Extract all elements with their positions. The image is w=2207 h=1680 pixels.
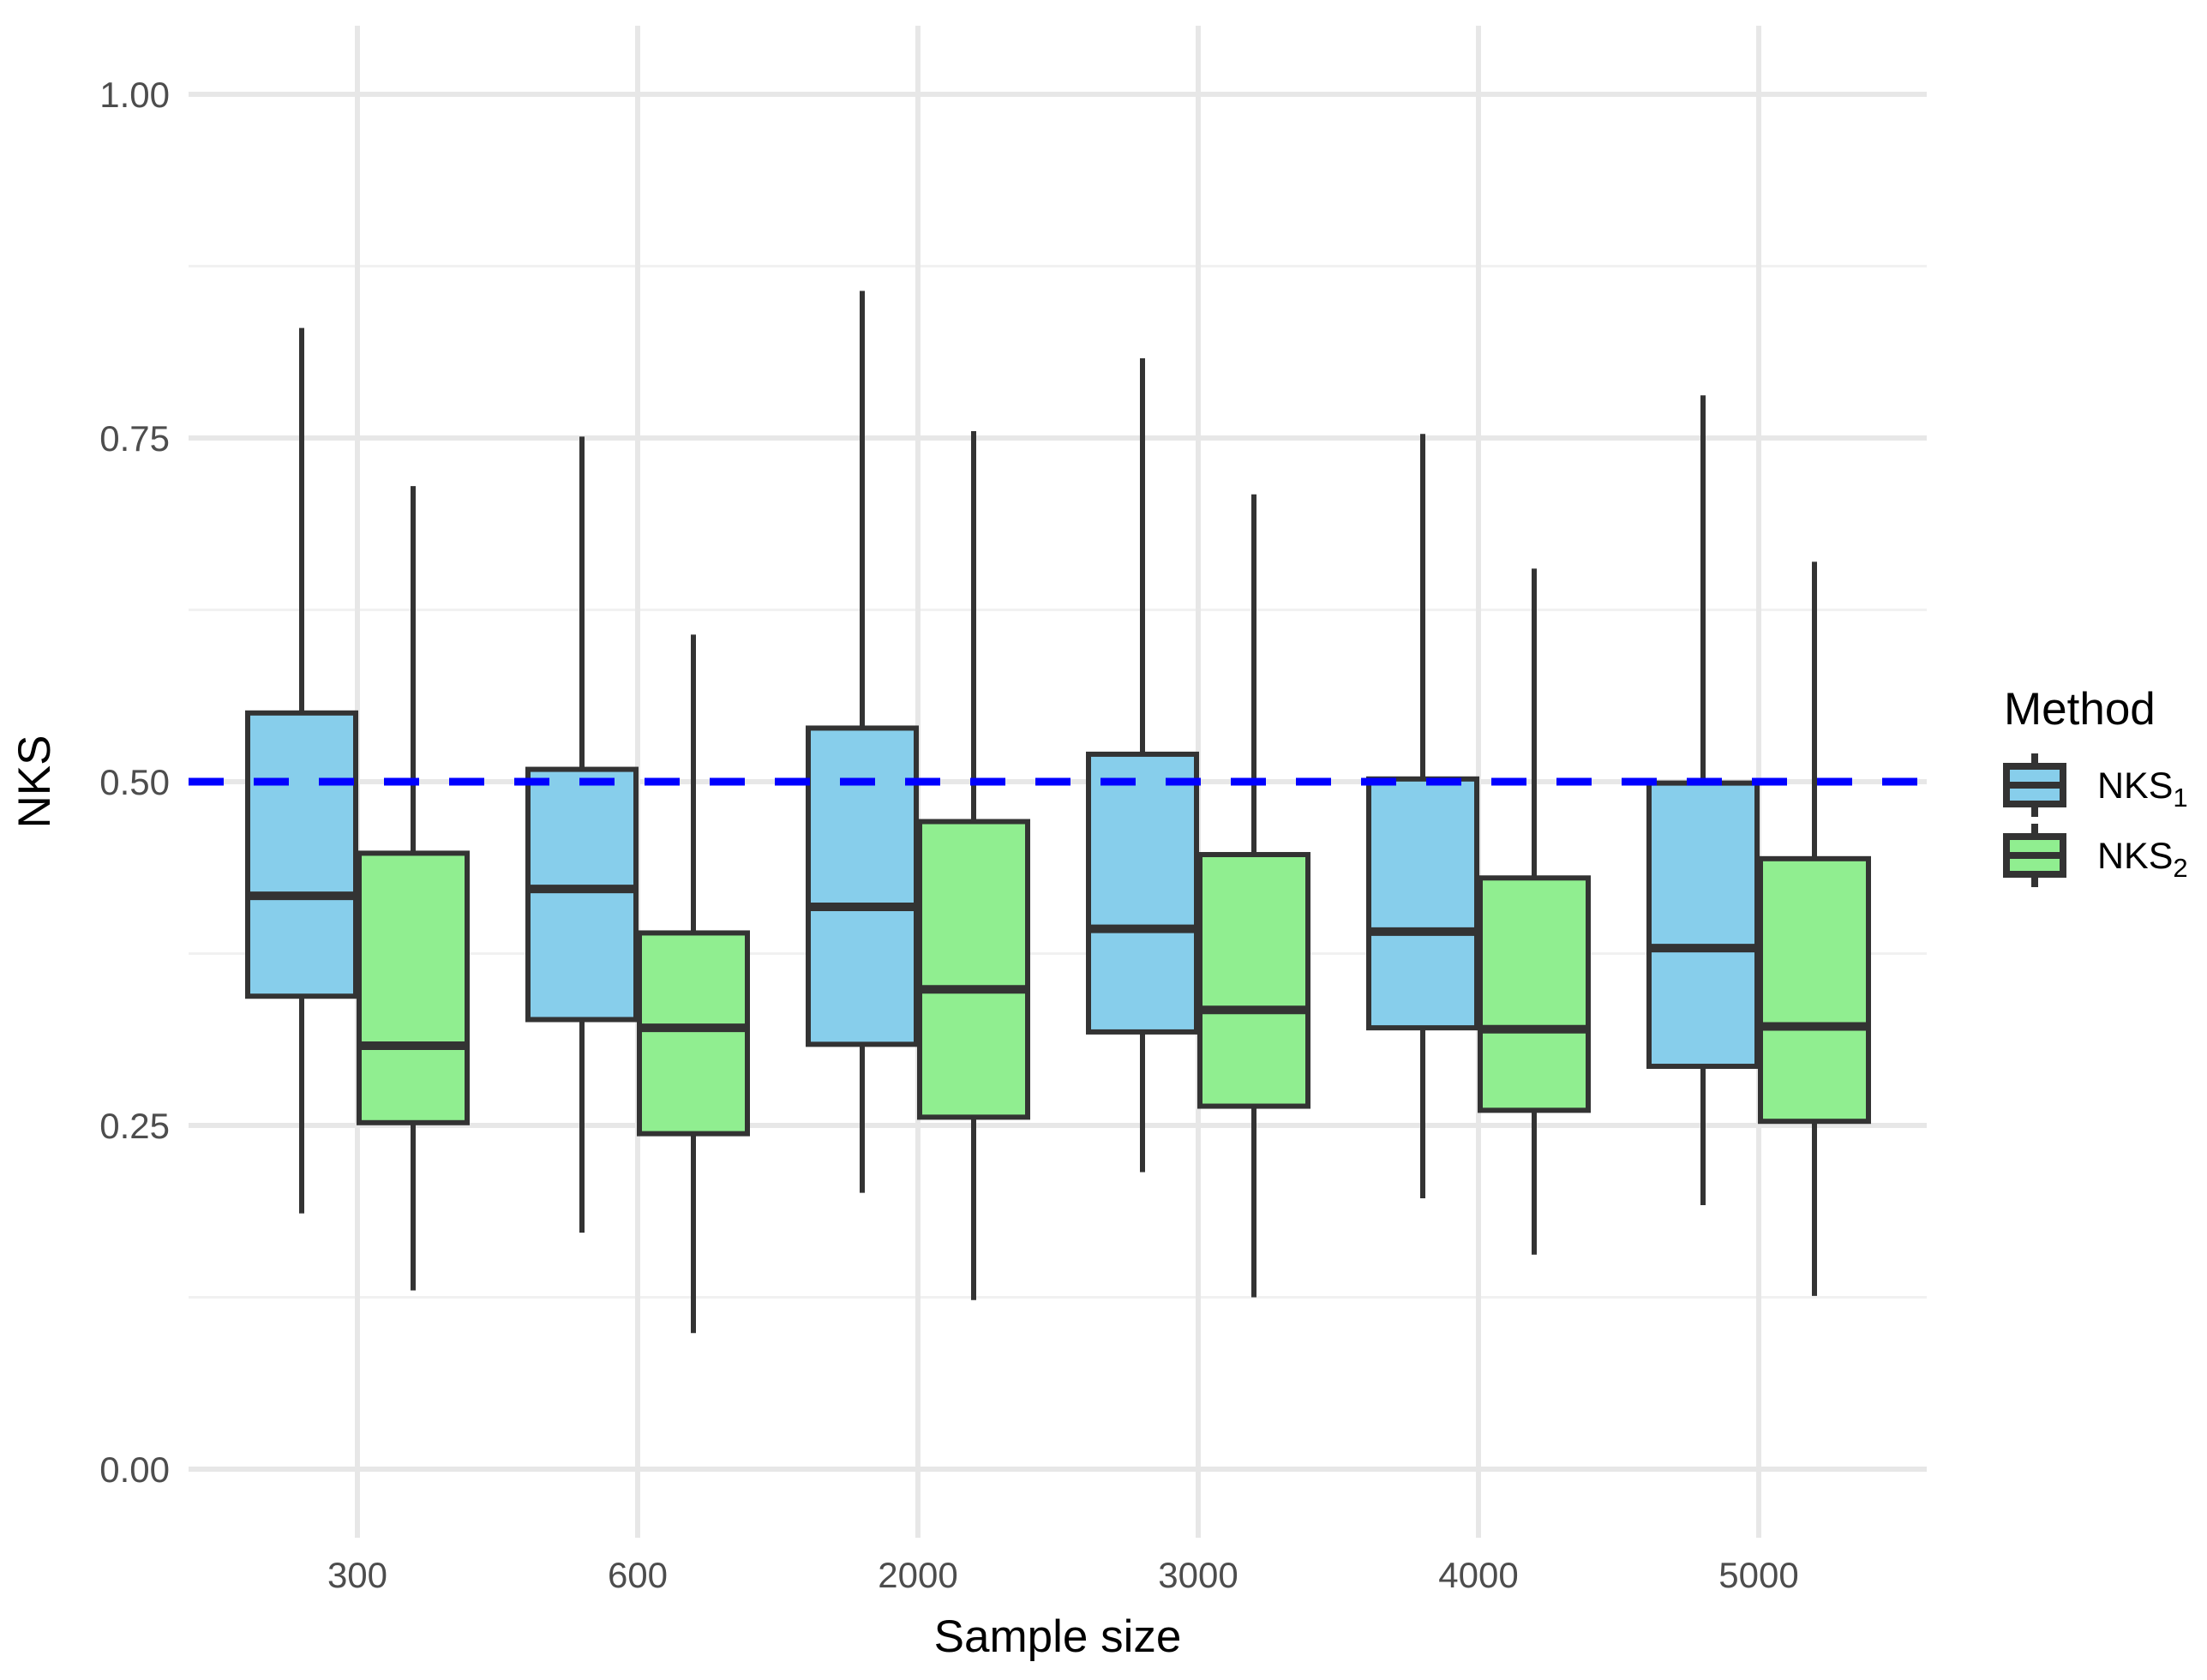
box-iqr [1478,875,1591,1113]
x-tick-label-600: 600 [608,1555,668,1595]
boxplot-nks1-5000 [1646,395,1760,1206]
x-tick-label-5000: 5000 [1718,1555,1798,1595]
legend-label-nks2: NKS2 [2097,836,2188,883]
y-tick-label-0.75: 0.75 [99,418,170,459]
y-tick-label-0.00: 0.00 [99,1449,170,1490]
legend-label-nks1: NKS1 [2097,765,2188,813]
box-iqr [1086,751,1199,1035]
y-tick-label-1.00: 1.00 [99,75,170,115]
y-axis-tick-labels: 0.00 0.25 0.50 0.75 1.00 [99,75,170,1490]
box-iqr [637,930,750,1137]
x-tick-label-2000: 2000 [878,1555,957,1595]
y-axis-title: NKS [9,735,60,829]
boxplot-nks1-600 [525,436,639,1233]
boxplot-nks1-3000 [1086,357,1199,1173]
boxplot-nks2-3000 [1197,494,1310,1298]
boxplot-nks1-2000 [806,291,919,1193]
x-axis-tick-labels: 300 600 2000 3000 4000 5000 [327,1555,1799,1595]
x-tick-label-4000: 4000 [1438,1555,1518,1595]
box-iqr [1197,852,1310,1109]
grid-minor-lines [189,265,1927,1299]
boxplot-nks1-4000 [1366,434,1479,1199]
box-iqr [806,725,919,1047]
legend: Method NKS1 NKS2 [2003,684,2188,887]
boxplot-nks2-2000 [917,430,1030,1300]
legend-entries: NKS1 NKS2 [2003,753,2188,887]
boxplot-nks2-300 [357,486,470,1291]
box-iqr [245,710,358,999]
y-tick-label-0.25: 0.25 [99,1106,170,1146]
box-iqr [525,766,639,1023]
boxplot-nks1-300 [245,327,358,1214]
box-iqr [1646,780,1760,1070]
x-tick-label-300: 300 [327,1555,387,1595]
box-iqr [1366,776,1479,1031]
x-tick-label-3000: 3000 [1158,1555,1238,1595]
boxplot-nks2-4000 [1478,568,1591,1255]
y-tick-label-0.50: 0.50 [99,762,170,802]
legend-entry-nks2: NKS2 [2003,824,2188,887]
box-iqr [1758,855,1871,1125]
boxplot-nks2-5000 [1758,561,1871,1296]
box-iqr [357,850,470,1125]
boxplot-nks2-600 [637,634,750,1334]
x-axis-title: Sample size [934,1611,1182,1662]
legend-title: Method [2004,684,2156,735]
legend-entry-nks1: NKS1 [2003,753,2188,817]
boxplots [245,291,1871,1334]
box-iqr [917,819,1030,1120]
